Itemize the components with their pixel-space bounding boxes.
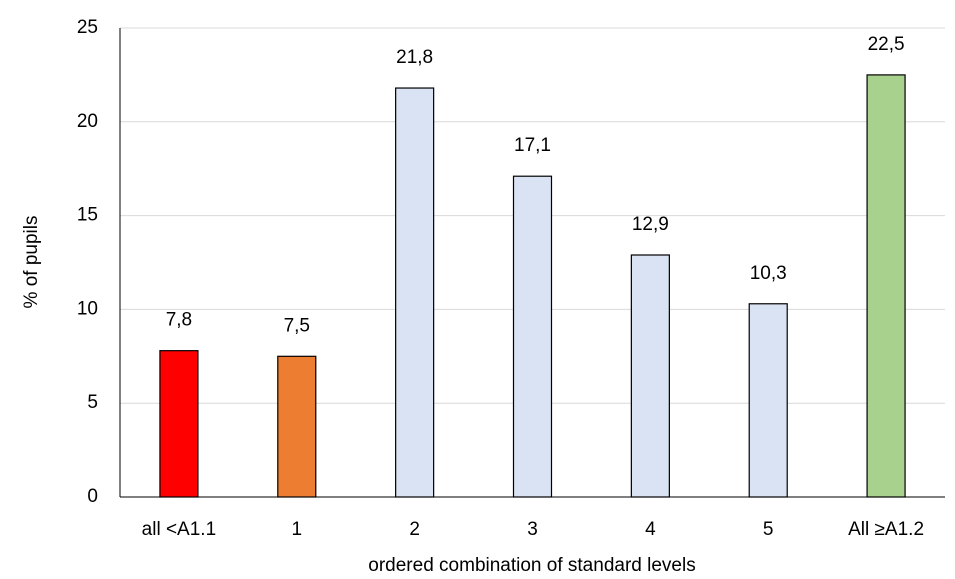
x-tick-label: 1 — [291, 519, 302, 540]
data-label: 7,8 — [166, 310, 192, 331]
x-tick-label: 2 — [409, 519, 420, 540]
x-axis-label: ordered combination of standard levels — [368, 555, 695, 576]
data-label: 12,9 — [632, 214, 669, 235]
x-tick-label: 5 — [763, 519, 774, 540]
x-tick-label: All ≥A1.2 — [848, 519, 924, 540]
y-tick-label: 15 — [77, 205, 98, 226]
y-tick-label: 20 — [77, 111, 98, 132]
bar — [866, 74, 906, 498]
bar — [395, 87, 435, 498]
x-tick-label: 3 — [527, 519, 538, 540]
y-tick-label: 0 — [87, 486, 98, 507]
x-tick-label: all <A1.1 — [142, 519, 216, 540]
y-axis-label: % of pupils — [21, 216, 42, 309]
bar — [630, 254, 670, 498]
bar — [512, 175, 553, 498]
data-label: 21,8 — [396, 47, 433, 68]
data-label: 17,1 — [514, 135, 551, 156]
data-label: 10,3 — [750, 263, 787, 284]
y-tick-label: 10 — [77, 298, 98, 319]
bar — [277, 355, 317, 498]
x-tick-label: 4 — [645, 519, 656, 540]
bar — [159, 350, 199, 498]
data-label: 22,5 — [868, 34, 905, 55]
data-label: 7,5 — [284, 315, 310, 336]
y-tick-label: 5 — [87, 392, 98, 413]
y-tick-label: 25 — [77, 17, 98, 38]
bar — [748, 303, 788, 498]
